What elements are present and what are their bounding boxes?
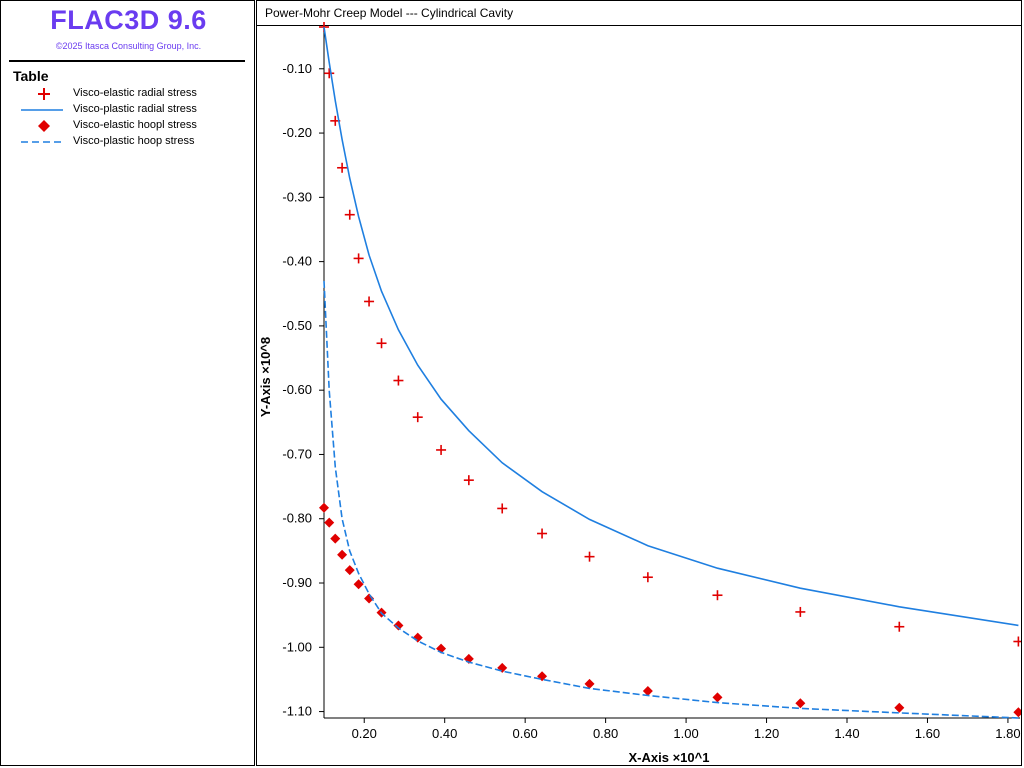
diamond-marker [337, 549, 348, 560]
plus-marker-icon [38, 88, 50, 100]
plus-marker [364, 296, 375, 307]
plus-marker [412, 412, 423, 423]
y-tick-label: -0.30 [282, 189, 312, 204]
series-3 [323, 280, 1019, 719]
legend-label: Visco-elastic radial stress [73, 87, 197, 99]
x-tick-label: 1.80 [995, 726, 1020, 741]
series-0 [319, 22, 1021, 647]
y-tick-label: -0.90 [282, 575, 312, 590]
diamond-marker [436, 643, 447, 654]
y-axis-label: Y-Axis ×10^8 [258, 337, 273, 417]
diamond-marker [584, 678, 595, 689]
diamond-marker [712, 692, 723, 703]
plus-marker [584, 551, 595, 562]
legend-item-visco-elastic-radial[interactable]: Visco-elastic radial stress [15, 86, 250, 102]
x-tick-label: 0.20 [352, 726, 377, 741]
x-tick-label: 0.40 [432, 726, 457, 741]
series-layer [319, 22, 1021, 719]
app-title: FLAC3D 9.6 [50, 5, 207, 35]
plot-title-divider [257, 25, 1021, 26]
plus-marker [393, 375, 404, 386]
diamond-marker [353, 579, 364, 590]
diamond-marker [344, 565, 355, 576]
plus-marker [353, 253, 364, 264]
solid-line-icon [21, 109, 63, 111]
plus-marker [712, 590, 723, 601]
plot-panel: Power-Mohr Creep Model --- Cylindrical C… [256, 0, 1022, 766]
chart-canvas[interactable]: 0.20 0.40 0.60 0.80 1.00 1.20 1.40 1.60 1.80 -0.1… [257, 1, 1021, 765]
plus-marker [344, 209, 355, 220]
legend-label: Visco-plastic radial stress [73, 103, 197, 115]
y-tick-label: -0.40 [282, 254, 312, 269]
y-tick-label: -1.00 [282, 639, 312, 654]
y-tick-label: -0.70 [282, 446, 312, 461]
diamond-marker [364, 593, 375, 604]
x-tick-label: 0.80 [593, 726, 618, 741]
series-2 [319, 502, 1021, 718]
diamond-marker [795, 698, 806, 709]
diamond-marker [324, 517, 335, 528]
y-tick-label: -0.10 [282, 61, 312, 76]
diamond-marker [894, 702, 905, 713]
plus-marker [795, 606, 806, 617]
series-1 [323, 26, 1019, 627]
legend-panel: FLAC3D 9.6 ©2025 Itasca Consulting Group… [0, 0, 255, 766]
legend-item-visco-plastic-hoop[interactable]: Visco-plastic hoop stress [15, 134, 250, 150]
dashed-line-icon [21, 141, 63, 143]
plus-marker [497, 503, 508, 514]
x-tick-label: 1.60 [915, 726, 940, 741]
plus-marker [1013, 636, 1021, 647]
plus-marker [642, 572, 653, 583]
plus-marker [436, 444, 447, 455]
series-dashed-line [323, 280, 1019, 719]
x-tick-label: 1.00 [673, 726, 698, 741]
diamond-marker-icon [38, 120, 50, 132]
plot-title: Power-Mohr Creep Model --- Cylindrical C… [265, 6, 514, 20]
plus-marker [337, 162, 348, 173]
y-tick-label: -0.20 [282, 125, 312, 140]
diamond-marker [330, 533, 341, 544]
y-tick-label: -1.10 [282, 704, 312, 719]
plus-marker [324, 68, 335, 79]
legend-title: Table [13, 68, 49, 84]
plus-marker [376, 338, 387, 349]
y-tick-label: -0.60 [282, 382, 312, 397]
diamond-marker [412, 632, 423, 643]
copyright-notice: ©2025 Itasca Consulting Group, Inc. [55, 41, 202, 51]
diamond-marker [642, 686, 653, 697]
x-tick-label: 1.20 [754, 726, 779, 741]
diamond-marker [319, 502, 329, 513]
diamond-marker [1013, 707, 1021, 718]
y-tick-label: -0.50 [282, 318, 312, 333]
y-tick-label: -0.80 [282, 511, 312, 526]
legend-label: Visco-elastic hoopl stress [73, 119, 197, 131]
title-divider [9, 60, 245, 62]
x-tick-label: 0.60 [512, 726, 537, 741]
plus-marker [463, 475, 474, 486]
plus-marker [537, 528, 548, 539]
x-axis-label: X-Axis ×10^1 [629, 750, 710, 765]
legend-label: Visco-plastic hoop stress [73, 135, 195, 147]
legend-item-visco-plastic-radial[interactable]: Visco-plastic radial stress [15, 102, 250, 118]
diamond-marker [393, 620, 404, 631]
series-solid-line [323, 26, 1019, 627]
plus-marker [894, 621, 905, 632]
axes: 0.20 0.40 0.60 0.80 1.00 1.20 1.40 1.60 1.80 -0.1… [282, 27, 1021, 741]
legend-item-visco-elastic-hoop[interactable]: Visco-elastic hoopl stress [15, 118, 250, 134]
x-tick-label: 1.40 [834, 726, 859, 741]
